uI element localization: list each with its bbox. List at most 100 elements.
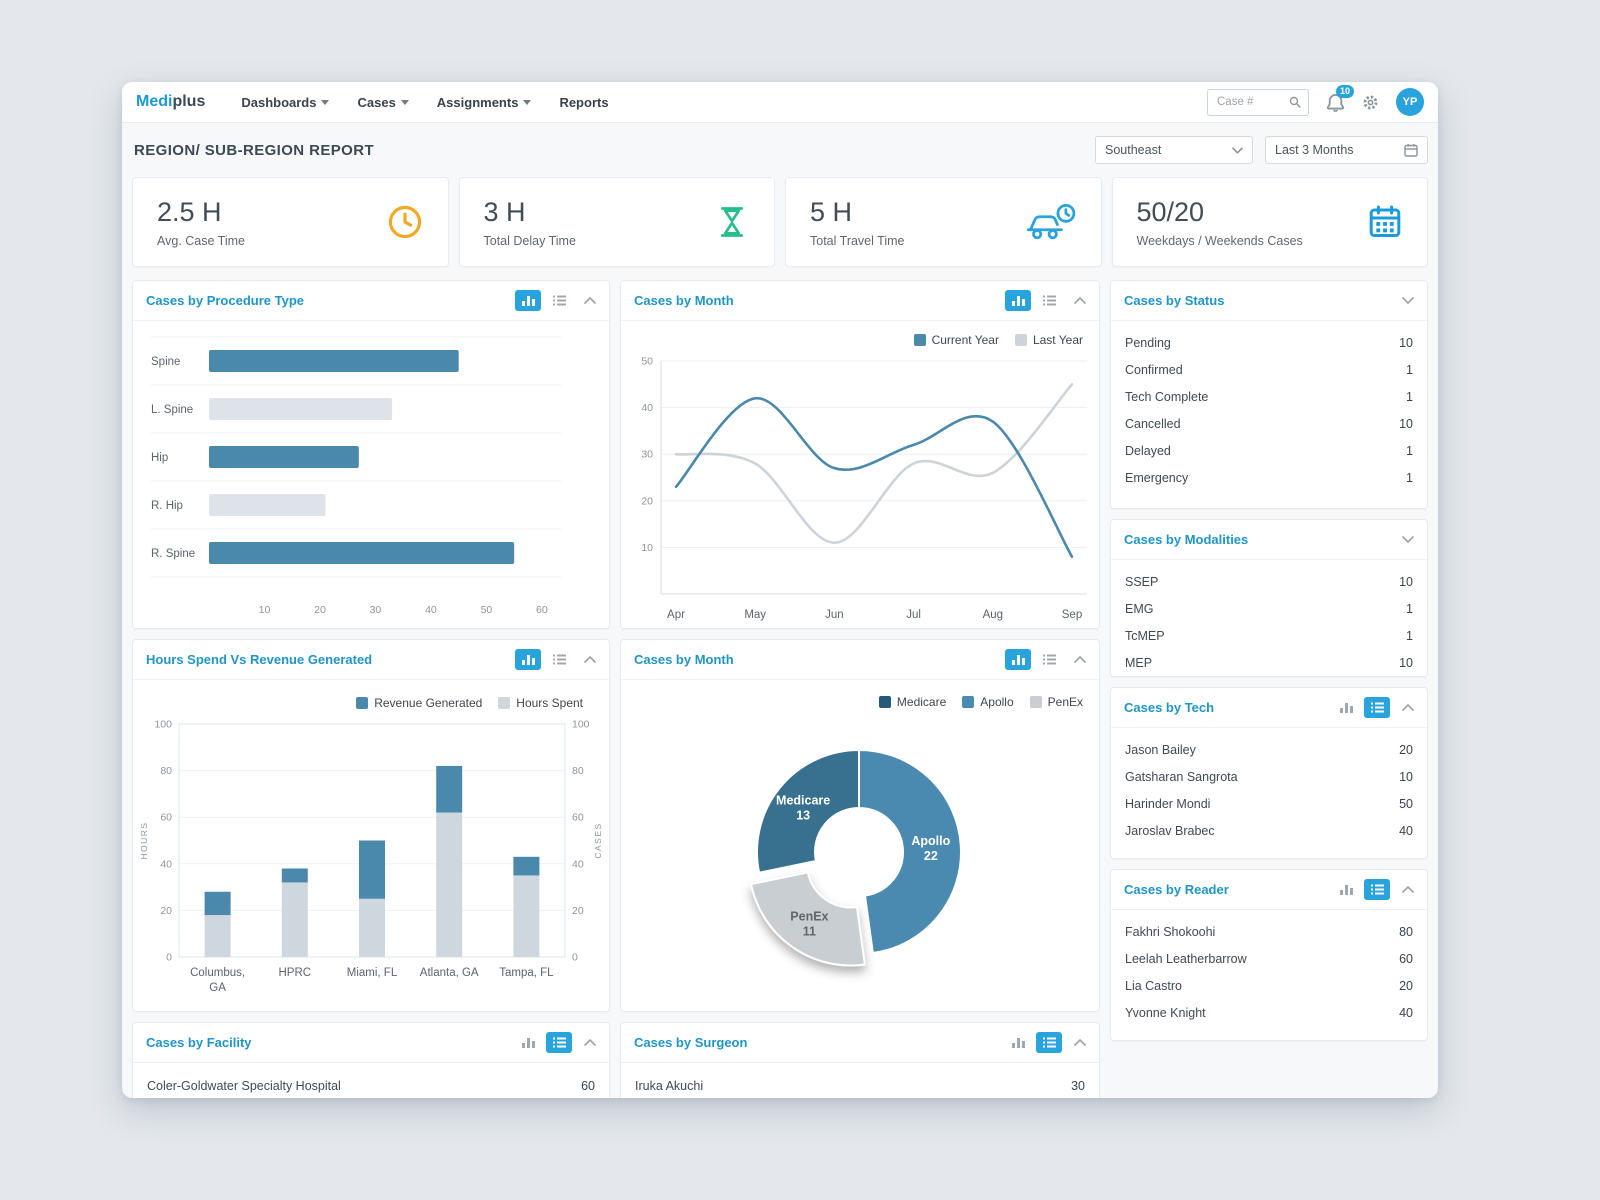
collapse-button[interactable] bbox=[584, 656, 596, 663]
legend-swatch bbox=[1029, 696, 1042, 708]
chart-icon bbox=[1012, 295, 1025, 306]
kpi-total-travel-time: 5 H Total Travel Time bbox=[785, 177, 1102, 267]
list-view-button[interactable] bbox=[546, 290, 572, 311]
list-item-label: Delayed bbox=[1125, 443, 1171, 458]
panel-title: Cases by Month bbox=[634, 293, 734, 308]
chart-icon bbox=[1340, 702, 1353, 713]
kpi-total-delay-time: 3 H Total Delay Time bbox=[458, 177, 775, 267]
svg-text:50: 50 bbox=[641, 356, 653, 368]
menu-cases[interactable]: Cases bbox=[357, 95, 408, 110]
list-view-button[interactable] bbox=[1364, 697, 1390, 718]
car-clock-icon bbox=[1025, 201, 1077, 243]
chart-view-button[interactable] bbox=[1333, 879, 1359, 900]
list-item-label: Harinder Mondi bbox=[1125, 796, 1211, 811]
collapse-button[interactable] bbox=[1402, 536, 1414, 543]
list-view-button[interactable] bbox=[546, 1032, 572, 1053]
svg-text:R. Hip: R. Hip bbox=[151, 500, 183, 512]
collapse-button[interactable] bbox=[1402, 297, 1414, 304]
list-item-label: MEP bbox=[1125, 655, 1153, 670]
user-avatar[interactable]: YP bbox=[1396, 88, 1424, 116]
chart-view-button[interactable] bbox=[515, 1032, 541, 1053]
app-logo[interactable]: Mediplus bbox=[136, 93, 205, 111]
clock-icon bbox=[386, 203, 424, 241]
list-item: Emergency 1 bbox=[1125, 464, 1413, 491]
svg-text:100: 100 bbox=[154, 719, 172, 731]
calendar-icon bbox=[1404, 143, 1418, 157]
collapse-button[interactable] bbox=[584, 297, 596, 304]
legend-swatch bbox=[1014, 334, 1027, 346]
list-item-label: Jason Bailey bbox=[1125, 742, 1196, 757]
tech-list: Jason Bailey 20 Gatsharan Sangrota 10 Harind… bbox=[1111, 728, 1427, 844]
chart-view-button[interactable] bbox=[1005, 649, 1031, 670]
chevron-down-icon bbox=[1402, 297, 1414, 304]
list-item-value: 10 bbox=[1399, 655, 1413, 670]
collapse-button[interactable] bbox=[584, 1039, 596, 1046]
chart-view-button[interactable] bbox=[515, 290, 541, 311]
svg-text:Hip: Hip bbox=[151, 452, 168, 464]
list-item: Yvonne Knight 40 bbox=[1125, 999, 1413, 1026]
svg-text:0: 0 bbox=[166, 952, 172, 964]
chart-view-button[interactable] bbox=[1005, 1032, 1031, 1053]
list-item-value: 20 bbox=[1399, 978, 1413, 993]
list-icon bbox=[553, 295, 566, 306]
region-select[interactable]: Southeast bbox=[1095, 136, 1253, 164]
collapse-button[interactable] bbox=[1074, 297, 1086, 304]
panel-title: Hours Spend Vs Revenue Generated bbox=[146, 652, 373, 667]
date-range-select[interactable]: Last 3 Months bbox=[1265, 136, 1428, 164]
list-item-value: 1 bbox=[1406, 628, 1413, 643]
panel-cases-by-reader: Cases by Reader Fakhri Shokoohi 80 Leelah … bbox=[1110, 869, 1428, 1041]
svg-text:Apr: Apr bbox=[667, 609, 685, 621]
chart-view-button[interactable] bbox=[1005, 290, 1031, 311]
settings-button[interactable] bbox=[1362, 94, 1379, 111]
menu-assignments[interactable]: Assignments bbox=[437, 95, 532, 110]
list-item-value: 40 bbox=[1399, 1005, 1413, 1020]
svg-text:30: 30 bbox=[370, 604, 382, 616]
list-view-button[interactable] bbox=[1036, 290, 1062, 311]
panel-cases-by-tech: Cases by Tech Jason Bailey 20 Gatsharan Sa… bbox=[1110, 687, 1428, 859]
logo-text: plus bbox=[172, 93, 206, 110]
collapse-button[interactable] bbox=[1402, 704, 1414, 711]
kpi-label: Total Travel Time bbox=[810, 233, 905, 248]
svg-text:Atlanta, GA: Atlanta, GA bbox=[420, 967, 479, 979]
case-search[interactable] bbox=[1207, 88, 1309, 116]
svg-text:80: 80 bbox=[572, 765, 584, 777]
list-view-button[interactable] bbox=[546, 649, 572, 670]
list-icon bbox=[1371, 702, 1384, 713]
list-view-button[interactable] bbox=[1364, 879, 1390, 900]
list-item: Lia Castro 20 bbox=[1125, 972, 1413, 999]
chart-legend: Current Year Last Year bbox=[913, 333, 1083, 347]
svg-text:Sep: Sep bbox=[1062, 609, 1082, 621]
status-list: Pending 10 Confirmed 1 Tech Complete 1 Cancell… bbox=[1111, 321, 1427, 491]
list-item: Jason Bailey 20 bbox=[1125, 736, 1413, 763]
chart-icon bbox=[1340, 884, 1353, 895]
list-item-label: Fakhri Shokoohi bbox=[1125, 924, 1216, 939]
svg-text:Miami, FL: Miami, FL bbox=[347, 967, 398, 979]
collapse-button[interactable] bbox=[1074, 656, 1086, 663]
list-item: EMG 1 bbox=[1125, 595, 1413, 622]
legend-item: Revenue Generated bbox=[356, 696, 482, 710]
panel-title: Cases by Modalities bbox=[1124, 532, 1249, 547]
panel-title: Cases by Procedure Type bbox=[146, 293, 304, 308]
collapse-button[interactable] bbox=[1402, 886, 1414, 893]
svg-text:40: 40 bbox=[160, 858, 172, 870]
list-item: Coler-Goldwater Specialty Hospital 60 bbox=[147, 1071, 595, 1098]
svg-text:HOURS: HOURS bbox=[139, 821, 149, 859]
menu-dashboards[interactable]: Dashboards bbox=[241, 95, 329, 110]
surgeon-list: Iruka Akuchi 30 bbox=[621, 1063, 1099, 1098]
menu-reports[interactable]: Reports bbox=[559, 95, 608, 110]
list-view-button[interactable] bbox=[1036, 649, 1062, 670]
chart-view-button[interactable] bbox=[1333, 697, 1359, 718]
collapse-button[interactable] bbox=[1074, 1039, 1086, 1046]
panel-title: Cases by Facility bbox=[146, 1035, 252, 1050]
chart-view-button[interactable] bbox=[515, 649, 541, 670]
list-view-button[interactable] bbox=[1036, 1032, 1062, 1053]
list-item-label: EMG bbox=[1125, 601, 1154, 616]
case-search-input[interactable] bbox=[1215, 95, 1275, 109]
list-item: Pending 10 bbox=[1125, 329, 1413, 356]
legend-item: Medicare bbox=[878, 695, 946, 709]
menu-label: Assignments bbox=[436, 94, 519, 110]
main-menu: Dashboards Cases Assignments Reports bbox=[241, 95, 608, 110]
notifications-button[interactable]: 10 bbox=[1326, 84, 1354, 112]
gear-icon bbox=[1362, 94, 1379, 111]
